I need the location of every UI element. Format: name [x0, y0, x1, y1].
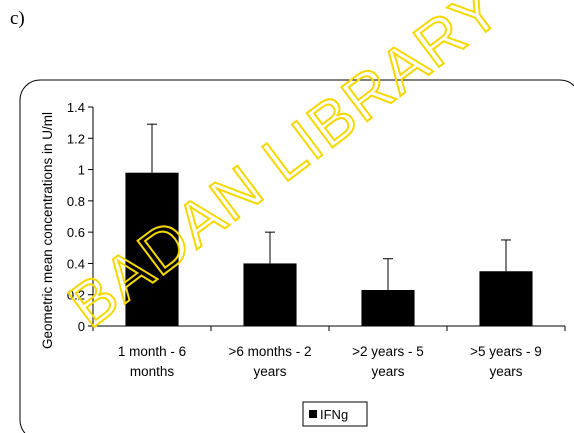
bar [125, 172, 179, 326]
x-tick-label: months [130, 364, 175, 379]
x-tick-label: years [371, 364, 404, 379]
legend-swatch [309, 410, 317, 418]
x-tick-label: years [253, 364, 286, 379]
y-tick-label: 1.4 [67, 100, 85, 115]
y-tick-label: 1.2 [67, 131, 85, 146]
legend: IFNg [302, 401, 368, 427]
x-tick-label: >2 years - 5 [352, 344, 424, 359]
panel-label: c) [10, 8, 25, 29]
bar [479, 271, 533, 326]
y-tick-label: 0.6 [67, 225, 85, 240]
chart-frame [19, 79, 574, 433]
bar [361, 290, 415, 326]
x-tick-label: years [489, 364, 522, 379]
y-tick-label: 0.4 [67, 256, 85, 271]
plot-area: 0 0.2 0.4 0.6 0.8 1 1.2 1.4 Geometric mean conce… [40, 100, 566, 379]
legend-label: IFNg [320, 407, 348, 422]
x-tick-label: 1 month - 6 [118, 344, 186, 359]
y-tick-label: 0.8 [67, 194, 85, 209]
y-tick-label: 1 [78, 163, 85, 178]
x-tick-label: >5 years - 9 [470, 344, 542, 359]
y-tick-label: 0 [78, 319, 85, 334]
x-tick-label: >6 months - 2 [229, 344, 312, 359]
y-tick-label: 0.2 [67, 288, 85, 303]
bar [243, 263, 297, 326]
y-axis-label: Geometric mean concentrations in U/ml [40, 112, 55, 349]
